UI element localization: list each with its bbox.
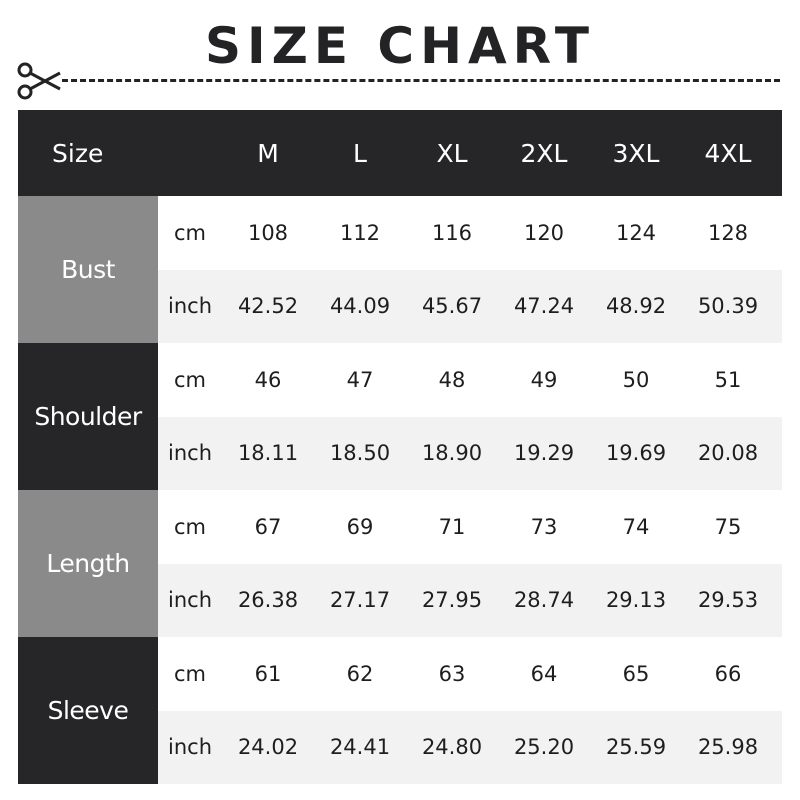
measurement-label: Shoulder [18, 343, 158, 490]
table-cell: 108 [247, 220, 289, 245]
table-cell: 128 [707, 220, 749, 245]
table-cell: 50 [622, 367, 650, 392]
table-cell: 124 [615, 220, 657, 245]
table-cell: 49 [530, 367, 558, 392]
measurement-label: Bust [18, 196, 158, 343]
table-cell: 44.09 [329, 294, 391, 319]
table-cell: 24.02 [237, 735, 299, 760]
measurement-label: Length [18, 490, 158, 637]
table-row: inch 24.02 24.41 24.80 25.20 25.59 25.98 [158, 710, 782, 784]
table-row: cm 67 69 71 73 74 75 [158, 490, 782, 564]
table-cell: 25.59 [605, 735, 667, 760]
unit-label: inch [168, 735, 212, 760]
table-cell: 73 [530, 514, 558, 539]
table-cell: 27.17 [329, 588, 391, 613]
header-size-xl: XL [436, 138, 468, 168]
table-cell: 47.24 [513, 294, 575, 319]
table-cell: 63 [438, 661, 466, 686]
table-cell: 120 [523, 220, 565, 245]
unit-label: cm [173, 514, 206, 539]
table-cell: 64 [530, 661, 558, 686]
header-size-2xl: 2XL [520, 138, 568, 168]
table-cell: 45.67 [421, 294, 483, 319]
table-cell: 75 [714, 514, 742, 539]
header-size-3xl: 3XL [612, 138, 660, 168]
table-cell: 29.53 [697, 588, 759, 613]
table-cell: 27.95 [421, 588, 483, 613]
table-cell: 42.52 [237, 294, 299, 319]
unit-label: inch [168, 294, 212, 319]
page-title: SIZE CHART [204, 17, 596, 75]
table-row: cm 108 112 116 120 124 128 [158, 196, 782, 270]
table-cell: 26.38 [237, 588, 299, 613]
table-cell: 47 [346, 367, 374, 392]
table-row: inch 18.11 18.50 18.90 19.29 19.69 20.08 [158, 416, 782, 490]
table-cell: 65 [622, 661, 650, 686]
table-cell: 46 [254, 367, 282, 392]
table-header: Size M L XL 2XL 3XL 4XL [18, 110, 782, 196]
unit-label: cm [173, 220, 206, 245]
table-cell: 18.11 [237, 441, 299, 466]
table-row: cm 46 47 48 49 50 51 [158, 343, 782, 417]
table-cell: 51 [714, 367, 742, 392]
measurement-label: Sleeve [18, 637, 158, 784]
table-cell: 69 [346, 514, 374, 539]
unit-label: inch [168, 441, 212, 466]
scissors-icon [17, 62, 61, 100]
group-length: Length cm 67 69 71 73 74 75 inch 26.38 27.17 27.95 2… [18, 490, 782, 637]
table-cell: 61 [254, 661, 282, 686]
table-cell: 48 [438, 367, 466, 392]
table-cell: 50.39 [697, 294, 759, 319]
table-cell: 25.20 [513, 735, 575, 760]
table-cell: 24.41 [329, 735, 391, 760]
table-cell: 71 [438, 514, 466, 539]
group-shoulder: Shoulder cm 46 47 48 49 50 51 inch 18.11 18.50 18.9… [18, 343, 782, 490]
table-cell: 66 [714, 661, 742, 686]
table-cell: 74 [622, 514, 650, 539]
group-bust: Bust cm 108 112 116 120 124 128 inch 42.52 44.09 45… [18, 196, 782, 343]
table-cell: 18.50 [329, 441, 391, 466]
table-row: cm 61 62 63 64 65 66 [158, 637, 782, 711]
header-size-4xl: 4XL [704, 138, 752, 168]
table-cell: 28.74 [513, 588, 575, 613]
group-sleeve: Sleeve cm 61 62 63 64 65 66 inch 24.02 24.41 24.80 2… [18, 637, 782, 784]
table-row: inch 42.52 44.09 45.67 47.24 48.92 50.39 [158, 269, 782, 343]
unit-label: cm [173, 367, 206, 392]
table-cell: 29.13 [605, 588, 667, 613]
table-cell: 112 [339, 220, 381, 245]
table-cell: 116 [431, 220, 473, 245]
cut-line [62, 79, 780, 82]
table-cell: 19.29 [513, 441, 575, 466]
header-size-label: Size [52, 138, 104, 168]
table-cell: 20.08 [697, 441, 759, 466]
table-cell: 62 [346, 661, 374, 686]
unit-label: inch [168, 588, 212, 613]
table-cell: 25.98 [697, 735, 759, 760]
table-cell: 18.90 [421, 441, 483, 466]
header-size-l: L [353, 138, 367, 168]
header-size-m: M [257, 138, 279, 168]
table-row: inch 26.38 27.17 27.95 28.74 29.13 29.53 [158, 563, 782, 637]
unit-label: cm [173, 661, 206, 686]
size-table: Size M L XL 2XL 3XL 4XL Bust cm 108 112 116 120 124… [18, 110, 782, 784]
table-cell: 48.92 [605, 294, 667, 319]
table-cell: 24.80 [421, 735, 483, 760]
table-cell: 19.69 [605, 441, 667, 466]
table-cell: 67 [254, 514, 282, 539]
